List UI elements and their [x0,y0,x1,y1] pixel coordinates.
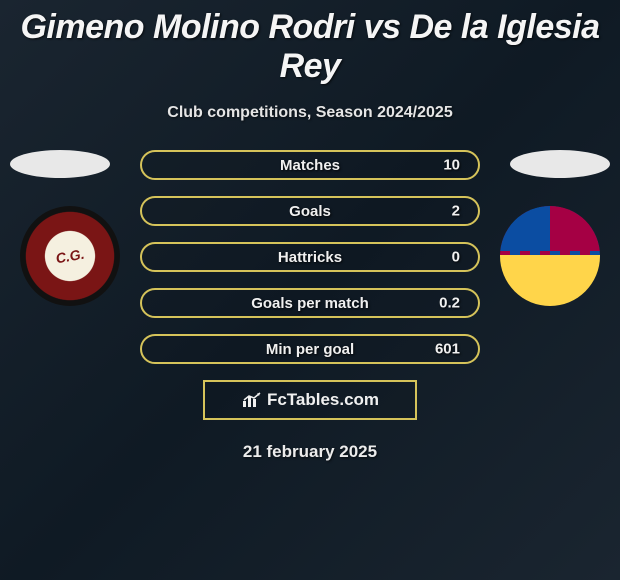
stat-value: 0.2 [439,295,460,312]
subtitle: Club competitions, Season 2024/2025 [0,104,620,122]
stat-label: Goals [289,203,331,220]
stat-row-goals: Goals 2 [140,196,480,226]
page-title: Gimeno Molino Rodri vs De la Iglesia Rey [0,0,620,86]
stat-row-min-per-goal: Min per goal 601 [140,334,480,364]
date-text: 21 february 2025 [0,442,620,462]
stat-value: 0 [452,249,460,266]
stat-label: Hattricks [278,249,342,266]
stat-value: 2 [452,203,460,220]
stats-list: Matches 10 Goals 2 Hattricks 0 Goals per… [140,150,480,364]
brand-text: FcTables.com [267,390,379,410]
stat-value: 10 [443,157,460,174]
club-crest-right [500,206,600,306]
brand-box: FcTables.com [203,380,417,420]
stat-value: 601 [435,341,460,358]
player-marker-right [510,150,610,178]
stat-label: Min per goal [266,341,354,358]
stat-row-matches: Matches 10 [140,150,480,180]
player-marker-left [10,150,110,178]
stat-row-goals-per-match: Goals per match 0.2 [140,288,480,318]
content-area: Matches 10 Goals 2 Hattricks 0 Goals per… [0,150,620,462]
stat-label: Goals per match [251,295,369,312]
stat-row-hattricks: Hattricks 0 [140,242,480,272]
club-crest-left [20,206,120,306]
stat-label: Matches [280,157,340,174]
chart-icon [241,391,263,409]
